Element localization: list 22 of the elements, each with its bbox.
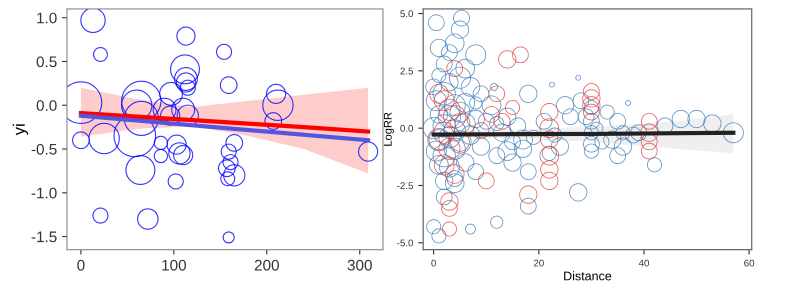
x-axis-title: Distance [564, 271, 612, 280]
x-tick-label: 20 [534, 260, 544, 267]
y-tick-label: -1.5 [32, 232, 57, 242]
x-tick-label: 200 [254, 260, 279, 271]
y-tick-label: -2.5 [397, 182, 414, 190]
y-tick-label: 1.0 [37, 12, 57, 24]
x-tick-label: 40 [638, 260, 649, 267]
x-tick-label: 0 [77, 260, 85, 271]
y-tick-label: 2.5 [400, 68, 414, 74]
y-tick-label: 0.0 [36, 100, 57, 111]
x-tick-label: 300 [348, 260, 372, 271]
y-tick-label: 0.0 [400, 124, 414, 132]
y-axis-title: LogRR [384, 112, 394, 146]
x-tick-label: 60 [744, 260, 754, 267]
y-tick-label: -0.5 [32, 144, 57, 155]
x-tick-label: 100 [162, 260, 186, 271]
x-tick-label: 0 [431, 260, 436, 267]
y-tick-label: 0.5 [36, 56, 57, 68]
y-tick-label: 5.0 [400, 10, 414, 18]
y-tick-label: -5.0 [397, 240, 414, 246]
y-tick-label: -1.0 [32, 188, 57, 198]
y-axis-title: yi [12, 124, 28, 136]
